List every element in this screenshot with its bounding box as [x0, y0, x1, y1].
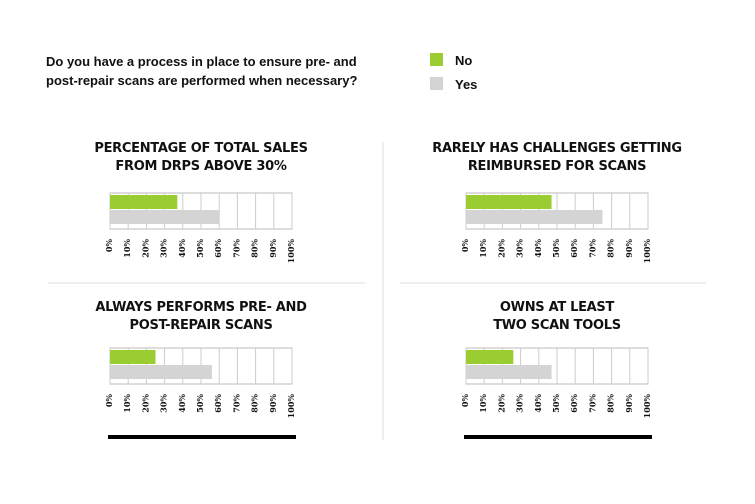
x-tick-label: 100% [286, 394, 296, 419]
chart-title: ALWAYS PERFORMS PRE- AND [95, 300, 307, 315]
rule [464, 435, 652, 439]
legend-swatch [430, 53, 443, 66]
bar [466, 365, 552, 379]
x-tick-label: 30% [159, 239, 169, 258]
x-tick-label: 90% [624, 239, 634, 258]
x-tick-label: 50% [551, 394, 561, 413]
x-tick-label: 100% [286, 239, 296, 264]
chart-title: RARELY HAS CHALLENGES GETTING [432, 141, 682, 156]
x-tick-label: 40% [533, 239, 543, 258]
x-tick-label: 90% [624, 394, 634, 413]
x-tick-label: 20% [496, 239, 506, 258]
x-tick-label: 40% [533, 394, 543, 413]
x-tick-label: 10% [478, 394, 488, 413]
x-tick-label: 60% [213, 239, 223, 258]
x-tick-label: 40% [177, 239, 187, 258]
x-tick-label: 20% [140, 239, 150, 258]
x-tick-label: 80% [606, 239, 616, 258]
rule [108, 435, 296, 439]
x-tick-label: 70% [231, 239, 241, 258]
bar [466, 350, 514, 364]
x-tick-label: 50% [195, 394, 205, 413]
x-tick-label: 40% [177, 394, 187, 413]
x-tick-label: 10% [122, 239, 132, 258]
x-tick-label: 80% [250, 239, 260, 258]
x-tick-label: 60% [569, 239, 579, 258]
chart-title: OWNS AT LEAST [500, 300, 615, 315]
x-tick-label: 90% [268, 239, 278, 258]
bar [466, 195, 552, 209]
bar [110, 365, 212, 379]
chart-title: FROM DRPS ABOVE 30% [115, 159, 286, 174]
legend-swatch [430, 77, 443, 90]
x-tick-label: 10% [478, 239, 488, 258]
bar [110, 350, 156, 364]
x-tick-label: 100% [642, 239, 652, 264]
legend-label: No [455, 53, 472, 68]
x-tick-label: 10% [122, 394, 132, 413]
x-tick-label: 100% [642, 394, 652, 419]
chart-title: PERCENTAGE OF TOTAL SALES [94, 141, 307, 156]
chart-title: TWO SCAN TOOLS [493, 318, 621, 333]
question-line: post-repair scans are performed when nec… [46, 73, 357, 88]
x-tick-label: 0% [460, 394, 470, 408]
question-line: Do you have a process in place to ensure… [46, 54, 357, 69]
x-tick-label: 90% [268, 394, 278, 413]
x-tick-label: 60% [569, 394, 579, 413]
chart-title: REIMBURSED FOR SCANS [468, 159, 646, 174]
legend-label: Yes [455, 77, 477, 92]
chart-title: POST-REPAIR SCANS [129, 318, 272, 333]
bar [110, 210, 220, 224]
x-tick-label: 60% [213, 394, 223, 413]
x-tick-label: 80% [250, 394, 260, 413]
x-tick-label: 20% [140, 394, 150, 413]
x-tick-label: 30% [515, 239, 525, 258]
x-tick-label: 70% [587, 394, 597, 413]
x-tick-label: 70% [587, 239, 597, 258]
bar [110, 195, 178, 209]
x-tick-label: 70% [231, 394, 241, 413]
bar [466, 210, 603, 224]
x-tick-label: 0% [104, 394, 114, 408]
x-tick-label: 30% [515, 394, 525, 413]
x-tick-label: 0% [104, 239, 114, 253]
x-tick-label: 20% [496, 394, 506, 413]
x-tick-label: 50% [551, 239, 561, 258]
x-tick-label: 0% [460, 239, 470, 253]
x-tick-label: 30% [159, 394, 169, 413]
x-tick-label: 50% [195, 239, 205, 258]
x-tick-label: 80% [606, 394, 616, 413]
